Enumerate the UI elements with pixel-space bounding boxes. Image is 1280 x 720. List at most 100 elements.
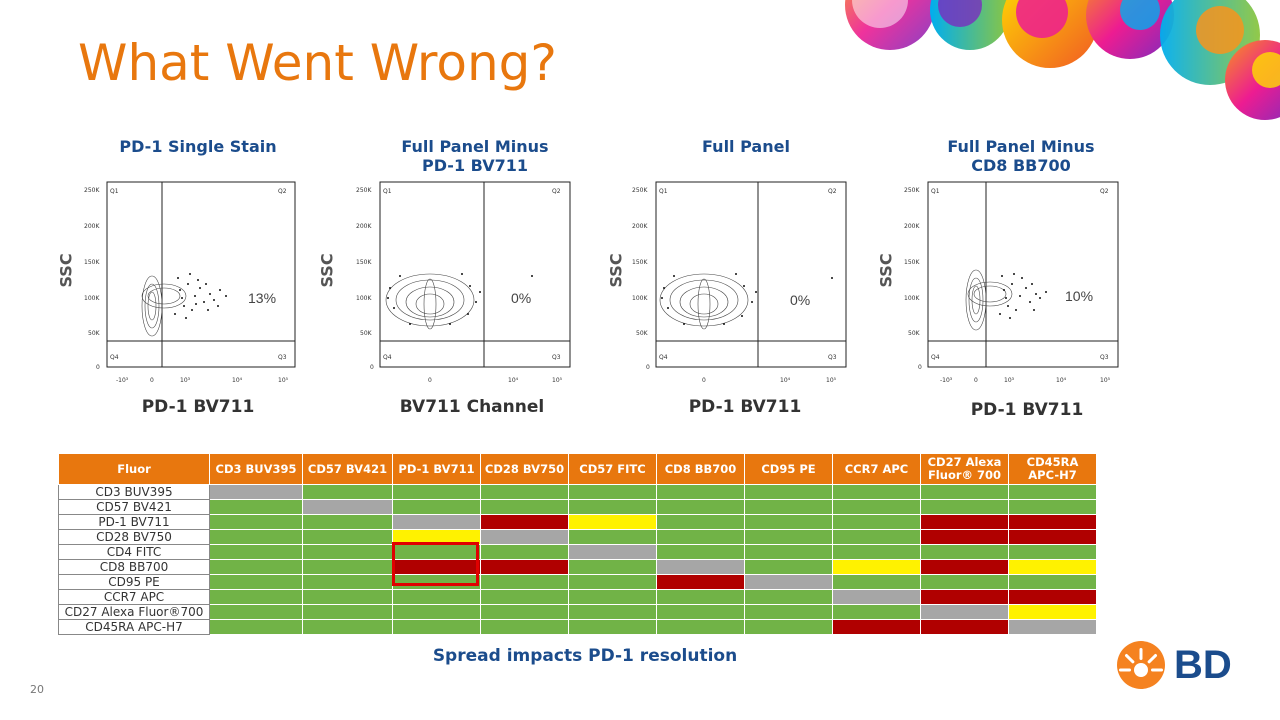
spill-cell-green [480, 499, 569, 515]
slide-title: What Went Wrong? [78, 34, 557, 92]
bd-logo: BD [1116, 640, 1246, 692]
row-label: CD3 BUV395 [58, 484, 210, 500]
ytick-0: 0 [646, 364, 650, 371]
spill-cell-green [480, 484, 569, 500]
spill-cell-red [1008, 589, 1097, 605]
table-row: CD3 BUV395 [58, 484, 1097, 500]
plot-3-title-line1: Full Panel [702, 137, 790, 156]
ytick-50k: 50K [88, 330, 101, 337]
row-label: CD28 BV750 [58, 529, 210, 545]
spill-cell-green [302, 484, 393, 500]
spill-cell-green [656, 604, 745, 620]
spill-cell-gray [744, 574, 833, 590]
spill-cell-green [209, 604, 303, 620]
spill-cell-green [480, 604, 569, 620]
header-cd45ra-apch7: CD45RA APC-H7 [1008, 453, 1097, 485]
q1-label: Q1 [659, 188, 668, 195]
spill-cell-green [209, 589, 303, 605]
q3-label: Q3 [552, 354, 561, 361]
q2-label: Q2 [278, 188, 287, 195]
spill-cell-green [832, 514, 921, 530]
table-row: CCR7 APC [58, 589, 1097, 605]
xtick-5: 10⁵ [1100, 377, 1111, 384]
q2-label: Q2 [828, 188, 837, 195]
spill-cell-gray [832, 589, 921, 605]
spill-cell-green [832, 484, 921, 500]
spill-cell-green [568, 574, 657, 590]
spill-cell-gray [209, 484, 303, 500]
page-number: 20 [30, 683, 44, 696]
spill-cell-red [920, 514, 1009, 530]
plot-1-percent: 13% [248, 290, 276, 306]
q3-label: Q3 [1100, 354, 1109, 361]
ytick-250k: 250K [356, 187, 372, 194]
spill-cell-green [920, 499, 1009, 515]
spill-cell-green [209, 544, 303, 560]
spill-cell-green [656, 589, 745, 605]
xtick-4: 10⁴ [232, 377, 243, 384]
spill-cell-green [832, 499, 921, 515]
ytick-250k: 250K [904, 187, 920, 194]
spill-cell-green [832, 529, 921, 545]
ytick-150k: 150K [84, 259, 100, 266]
spill-cell-green [302, 574, 393, 590]
ytick-0: 0 [918, 364, 922, 371]
table-row: PD-1 BV711 [58, 514, 1097, 530]
spill-cell-gray [302, 499, 393, 515]
spill-cell-green [744, 604, 833, 620]
row-label: CD8 BB700 [58, 559, 210, 575]
plot-1-contour: Q1 Q2 Q3 Q4 250K 200K 150K 100K 50K 0 -1… [84, 181, 296, 384]
spill-cell-green [302, 589, 393, 605]
plot-2-title-line2: PD-1 BV711 [422, 156, 528, 175]
header-cd27-af700: CD27 Alexa Fluor® 700 [920, 453, 1009, 485]
spill-cell-green [392, 589, 481, 605]
q2-label: Q2 [1100, 188, 1109, 195]
spill-cell-green [656, 514, 745, 530]
plot-1-xlabel: PD-1 BV711 [141, 397, 255, 417]
highlight-box [392, 542, 479, 586]
row-label: CD57 BV421 [58, 499, 210, 515]
spill-cell-green [920, 574, 1009, 590]
row-label: CD27 Alexa Fluor®700 [58, 604, 210, 620]
plot-4-title-line2: CD8 BB700 [971, 156, 1071, 175]
table-row: CD57 BV421 [58, 499, 1097, 515]
plot-2-title-line1: Full Panel Minus [401, 137, 549, 156]
spill-cell-green [1008, 574, 1097, 590]
ytick-100k: 100K [632, 295, 648, 302]
ytick-250k: 250K [632, 187, 648, 194]
spill-cell-yellow [832, 559, 921, 575]
spill-cell-gray [568, 544, 657, 560]
row-label: CD95 PE [58, 574, 210, 590]
plot-3-ylabel: SSC [606, 253, 626, 288]
spill-cell-green [302, 619, 393, 635]
spill-cell-gray [656, 559, 745, 575]
plot-1-title: PD-1 Single Stain [98, 137, 298, 156]
xtick-0: 0 [702, 377, 706, 384]
xtick-0: 0 [428, 377, 432, 384]
plot-1-title-line1: PD-1 Single Stain [119, 137, 277, 156]
spill-cell-gray [392, 514, 481, 530]
spill-cell-green [744, 484, 833, 500]
row-label: CD4 FITC [58, 544, 210, 560]
xtick-4: 10⁴ [508, 377, 519, 384]
spill-cell-green [656, 484, 745, 500]
q4-label: Q4 [659, 354, 668, 361]
plot-2-percent: 0% [511, 290, 531, 306]
table-row: CD28 BV750 [58, 529, 1097, 545]
spill-cell-green [744, 589, 833, 605]
spill-cell-gray [920, 604, 1009, 620]
spill-cell-green [568, 529, 657, 545]
spill-cell-red [656, 574, 745, 590]
spill-cell-yellow [568, 514, 657, 530]
bd-wordmark: BD [1174, 643, 1232, 687]
table-row: CD95 PE [58, 574, 1097, 590]
spill-cell-green [744, 559, 833, 575]
spill-cell-green [392, 484, 481, 500]
ytick-200k: 200K [904, 223, 920, 230]
spill-cell-red [1008, 529, 1097, 545]
header-pd1-bv711: PD-1 BV711 [392, 453, 481, 485]
header-cd57-bv421: CD57 BV421 [302, 453, 393, 485]
spill-cell-green [656, 499, 745, 515]
spill-cell-green [744, 529, 833, 545]
ytick-150k: 150K [356, 259, 372, 266]
